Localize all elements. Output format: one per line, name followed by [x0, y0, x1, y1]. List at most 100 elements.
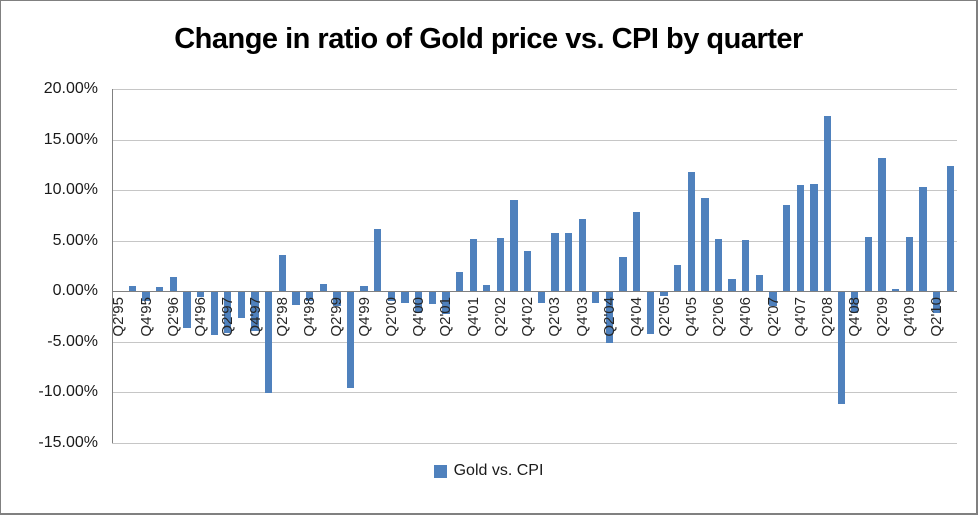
y-tick-label: -10.00% — [38, 383, 98, 400]
y-tick-label: 0.00% — [52, 282, 98, 299]
bar-Q2'09 — [878, 157, 886, 291]
bar-Q4'01 — [469, 238, 477, 291]
y-tick-label: -15.00% — [38, 433, 98, 451]
bar-Q1'03 — [537, 291, 545, 304]
bar-Q3'09 — [892, 289, 900, 291]
bar-Q1'99 — [319, 283, 327, 291]
x-tick-label: Q4'01 — [464, 297, 482, 337]
bar-Q2'06 — [714, 238, 723, 291]
y-tick-label: 15.00% — [43, 130, 98, 148]
bar-Q2'00 — [387, 291, 396, 302]
bar-Q4'02 — [524, 250, 532, 291]
legend-swatch — [433, 464, 447, 478]
bar-Q3'96 — [183, 291, 191, 329]
bar-Q2'01 — [442, 291, 450, 315]
x-tick-label: Q2'97 — [219, 297, 237, 337]
x-tick-label: Q4'03 — [573, 297, 591, 337]
bar-Q4'98 — [305, 291, 314, 302]
bar-Q1'02 — [483, 284, 491, 291]
bar-Q3'05 — [673, 264, 682, 291]
bar-Q4'07 — [796, 184, 804, 291]
bar-Q4'06 — [742, 239, 750, 291]
gridline — [112, 190, 957, 191]
x-tick-label: Q4'98 — [301, 297, 319, 337]
bar-Q3'95 — [128, 285, 137, 291]
x-tick-label: Q4'95 — [137, 297, 155, 337]
y-tick-label: 5.00% — [52, 231, 98, 249]
x-tick-label: Q4'00 — [410, 297, 428, 337]
bar-Q3'02 — [510, 200, 518, 291]
bar-Q3'07 — [782, 205, 791, 291]
gridline — [112, 139, 957, 141]
x-tick-label: Q4'07 — [791, 297, 809, 337]
bar-Q3'10 — [946, 165, 954, 291]
gridline — [112, 442, 957, 444]
bar-Q2'96 — [169, 276, 177, 291]
bar-Q4'04 — [633, 212, 641, 291]
x-tick-label: Q4'09 — [900, 297, 918, 337]
x-tick-label: Q2'99 — [328, 297, 346, 337]
bar-Q1'97 — [210, 291, 218, 336]
x-tick-label: Q4'97 — [246, 297, 264, 337]
x-tick-label: Q2'05 — [655, 297, 673, 337]
gridline — [112, 240, 957, 242]
bar-Q4'08 — [851, 291, 859, 314]
bar-Q1'10 — [919, 187, 927, 291]
x-tick-label: Q2'03 — [546, 297, 564, 337]
bar-Q3'00 — [401, 291, 409, 304]
bar-Q4'05 — [687, 171, 695, 291]
legend: Gold vs. CPI — [1, 462, 976, 480]
bar-Q4'03 — [578, 219, 586, 291]
bar-Q4'95 — [142, 291, 150, 302]
bar-Q3'08 — [837, 291, 845, 405]
bar-Q4'97 — [251, 291, 259, 332]
bar-Q3'06 — [728, 278, 736, 291]
x-tick-label: Q4'02 — [519, 297, 537, 337]
x-tick-label: Q4'06 — [737, 297, 755, 337]
gridline — [112, 89, 957, 90]
bar-Q1'08 — [810, 183, 818, 291]
x-tick-label: Q2'07 — [764, 297, 782, 337]
bar-Q3'98 — [292, 291, 300, 306]
bar-Q2'97 — [224, 291, 232, 334]
x-tick-label: Q2'10 — [928, 297, 946, 337]
x-tick-label: Q4'04 — [628, 297, 646, 337]
x-tick-label: Q2'96 — [164, 297, 182, 337]
y-axis-line — [112, 89, 113, 443]
bar-Q1'07 — [755, 274, 764, 291]
x-tick-label: Q2'98 — [273, 297, 291, 337]
bar-Q2'99 — [333, 291, 341, 307]
bar-Q1'04 — [592, 291, 600, 304]
x-tick-label: Q2'00 — [382, 297, 400, 337]
bar-Q4'99 — [360, 285, 368, 291]
y-tick-label: -5.00% — [47, 332, 98, 350]
x-tick-label: Q2'04 — [601, 297, 618, 337]
chart-title: Change in ratio of Gold price vs. CPI by… — [174, 23, 803, 55]
bar-Q2'07 — [769, 291, 777, 307]
bar-Q2'02 — [496, 237, 505, 291]
bar-Q1'98 — [265, 291, 273, 393]
bar-Q2'10 — [932, 291, 941, 314]
x-tick-label: Q4'05 — [682, 297, 700, 337]
bar-Q1'96 — [156, 287, 164, 291]
bar-Q2'05 — [660, 291, 668, 296]
x-tick-label: Q2'01 — [437, 297, 455, 337]
bar-Q1'01 — [428, 291, 436, 305]
bar-Q4'09 — [905, 236, 913, 291]
x-tick-label: Q2'08 — [819, 297, 836, 337]
bar-Q3'97 — [237, 291, 246, 319]
x-tick-label: Q2'09 — [873, 297, 891, 337]
bar-Q2'98 — [278, 254, 287, 291]
bar-Q1'06 — [701, 198, 709, 291]
bar-Q3'01 — [455, 271, 464, 291]
bar-Q2'03 — [551, 233, 559, 291]
bar-Q3'04 — [619, 256, 627, 291]
x-tick-label: Q2'95 — [110, 297, 128, 337]
gridline — [112, 392, 957, 393]
bar-Q2'08 — [823, 116, 832, 291]
gridline — [112, 341, 957, 343]
x-tick-label: Q2'02 — [491, 297, 509, 337]
x-tick-label: Q4'96 — [192, 297, 210, 337]
x-axis-zero-line — [112, 291, 957, 292]
